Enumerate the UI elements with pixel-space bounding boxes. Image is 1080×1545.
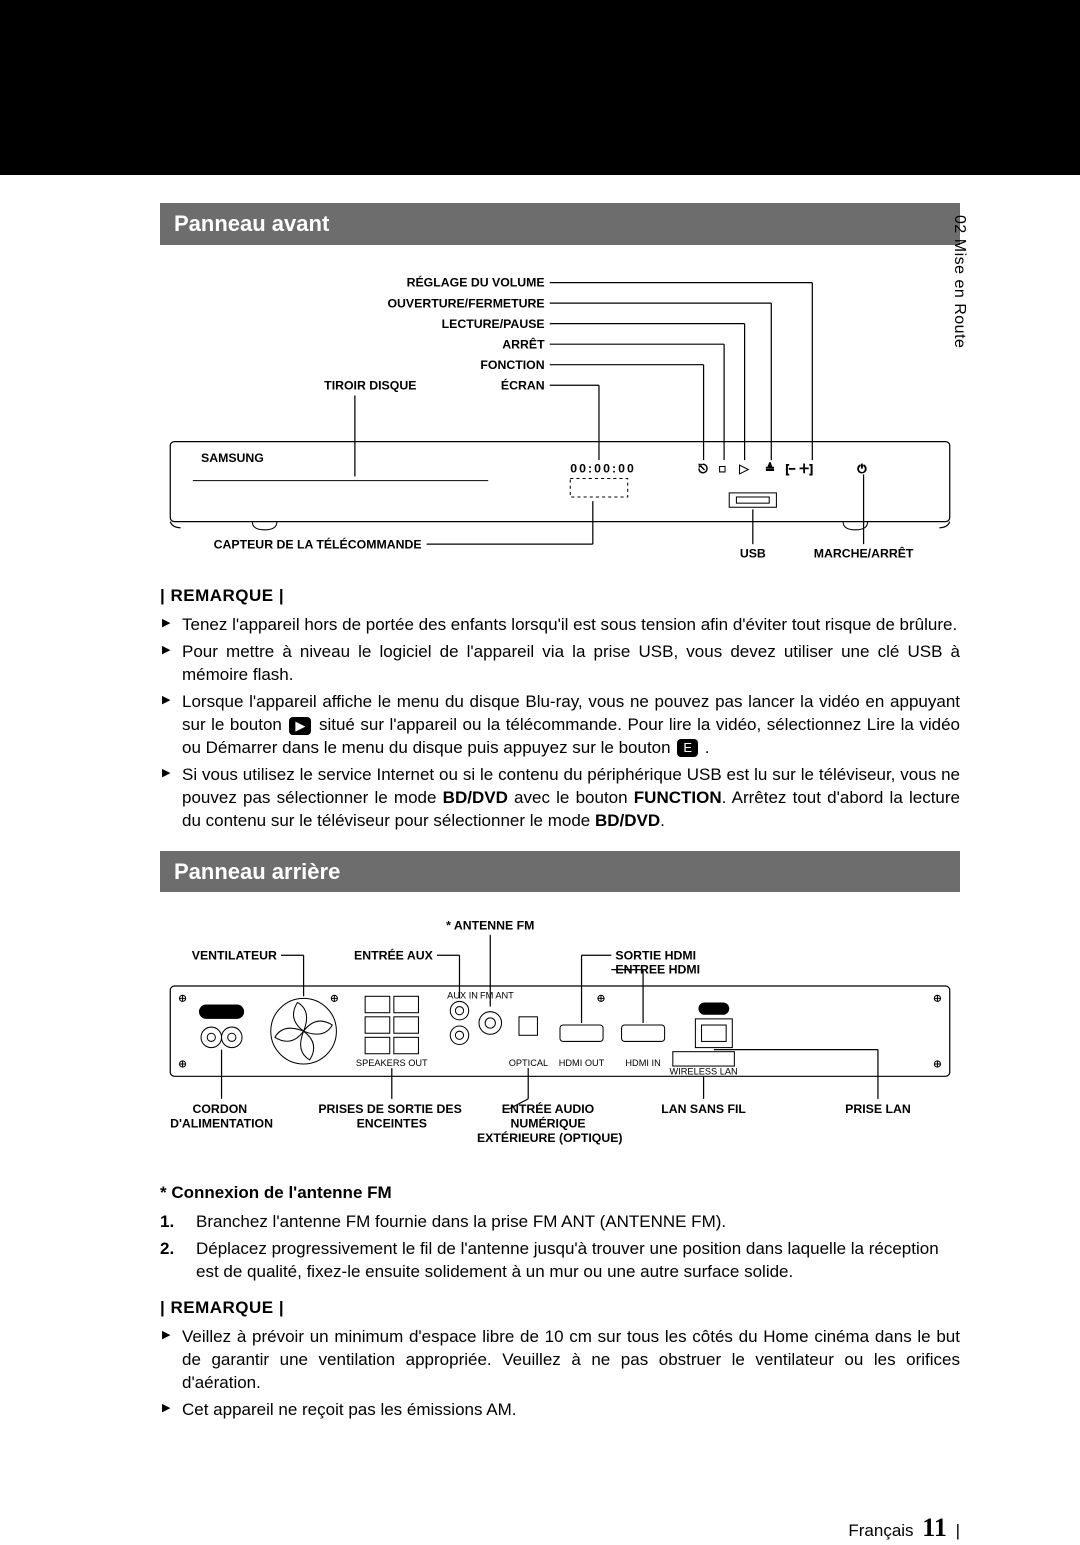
section-side-tab: 02 Mise en Route bbox=[948, 215, 970, 348]
remark-label-rear: | REMARQUE | bbox=[160, 1297, 960, 1320]
fm-connection-title: * Connexion de l'antenne FM bbox=[160, 1182, 960, 1205]
enter-icon: E bbox=[677, 739, 698, 757]
svg-text:HDMI OUT: HDMI OUT bbox=[559, 1058, 605, 1068]
footer-lang: Français bbox=[848, 1521, 913, 1540]
svg-text:POWER: POWER bbox=[204, 1007, 239, 1017]
svg-text:■: ■ bbox=[719, 463, 726, 475]
front-panel-diagram: SAMSUNG 00:00:00 ⎋ ■ ▶ ≜ [− ＋] ⏻ bbox=[160, 257, 960, 572]
svg-text:SORTIE HDMI: SORTIE HDMI bbox=[615, 949, 696, 963]
svg-text:[− ＋]: [− ＋] bbox=[786, 463, 813, 475]
svg-text:ENTRÉE AUX: ENTRÉE AUX bbox=[354, 948, 434, 963]
rear-remarks-list: Veillez à prévoir un minimum d'espace li… bbox=[160, 1326, 960, 1422]
svg-text:≜: ≜ bbox=[765, 462, 774, 475]
brand-label: SAMSUNG bbox=[201, 451, 264, 465]
svg-text:LAN: LAN bbox=[705, 1004, 723, 1014]
svg-text:ENTREE HDMI: ENTREE HDMI bbox=[615, 963, 700, 977]
svg-text:LAN SANS FIL: LAN SANS FIL bbox=[661, 1103, 746, 1117]
svg-text:ENTRÉE AUDIO NUMÉRIQUE: ENTRÉE AUDIO NUMÉRIQUE EXTÉRIEURE (OPTIQ… bbox=[477, 1102, 623, 1146]
remark-item: Veillez à prévoir un minimum d'espace li… bbox=[160, 1326, 960, 1395]
svg-text:LECTURE/PAUSE: LECTURE/PAUSE bbox=[442, 316, 545, 330]
rear-panel-diagram: POWER SPEAKERS OUT AUX IN FM ANT OPTICAL… bbox=[160, 904, 960, 1167]
remark-item: Si vous utilisez le service Internet ou … bbox=[160, 764, 960, 833]
svg-text:CORDON D'ALIMENTATION: CORDON D'ALIMENTATION bbox=[170, 1103, 273, 1131]
page-footer: Français 11 | bbox=[0, 1510, 1080, 1545]
svg-text:OUVERTURE/FERMETURE: OUVERTURE/FERMETURE bbox=[387, 296, 544, 310]
remark-item: Lorsque l'appareil affiche le menu du di… bbox=[160, 691, 960, 760]
svg-text:MARCHE/ARRÊT: MARCHE/ARRÊT bbox=[814, 545, 914, 560]
step-item: 2.Déplacez progressivement le fil de l'a… bbox=[160, 1238, 960, 1284]
svg-text:PRISES DE SORTIE DES E: PRISES DE SORTIE DES ENCEINTES bbox=[318, 1103, 465, 1131]
remark-item: Cet appareil ne reçoit pas les émissions… bbox=[160, 1399, 960, 1422]
step-item: 1.Branchez l'antenne FM fournie dans la … bbox=[160, 1211, 960, 1234]
svg-text:ARRÊT: ARRÊT bbox=[502, 336, 545, 351]
svg-text:TIROIR DISQUE: TIROIR DISQUE bbox=[324, 378, 416, 392]
svg-text:FONCTION: FONCTION bbox=[480, 357, 544, 371]
svg-text:HDMI IN: HDMI IN bbox=[625, 1058, 660, 1068]
svg-text:PRISE LAN: PRISE LAN bbox=[845, 1103, 911, 1117]
svg-text:* ANTENNE FM: * ANTENNE FM bbox=[446, 919, 534, 933]
svg-text:▶: ▶ bbox=[739, 463, 748, 475]
top-banner bbox=[0, 0, 1080, 175]
footer-page-number: 11 bbox=[922, 1513, 947, 1542]
svg-text:ÉCRAN: ÉCRAN bbox=[501, 377, 545, 392]
svg-text:CAPTEUR DE LA TÉLÉCOMMANDE: CAPTEUR DE LA TÉLÉCOMMANDE bbox=[214, 536, 422, 551]
svg-text:USB: USB bbox=[740, 546, 766, 560]
svg-text:OPTICAL: OPTICAL bbox=[509, 1058, 548, 1068]
svg-text:⎋: ⎋ bbox=[698, 463, 707, 475]
remark-item: Pour mettre à niveau le logiciel de l'ap… bbox=[160, 641, 960, 687]
svg-text:VENTILATEUR: VENTILATEUR bbox=[192, 949, 277, 963]
svg-text:FM ANT: FM ANT bbox=[480, 991, 514, 1001]
section-header-front: Panneau avant bbox=[160, 203, 960, 245]
front-remarks-list: Tenez l'appareil hors de portée des enfa… bbox=[160, 614, 960, 832]
section-header-rear: Panneau arrière bbox=[160, 851, 960, 893]
play-icon: ▶ bbox=[289, 717, 311, 735]
svg-text:AUX IN: AUX IN bbox=[447, 991, 478, 1001]
fm-steps: 1.Branchez l'antenne FM fournie dans la … bbox=[160, 1211, 960, 1284]
remark-label-front: | REMARQUE | bbox=[160, 585, 960, 608]
svg-text:⏻: ⏻ bbox=[857, 463, 866, 475]
remark-item: Tenez l'appareil hors de portée des enfa… bbox=[160, 614, 960, 637]
display-text: 00:00:00 bbox=[570, 461, 636, 475]
svg-text:RÉGLAGE DU VOLUME: RÉGLAGE DU VOLUME bbox=[407, 274, 545, 289]
svg-text:SPEAKERS OUT: SPEAKERS OUT bbox=[356, 1058, 428, 1068]
svg-text:WIRELESS LAN: WIRELESS LAN bbox=[670, 1067, 738, 1077]
